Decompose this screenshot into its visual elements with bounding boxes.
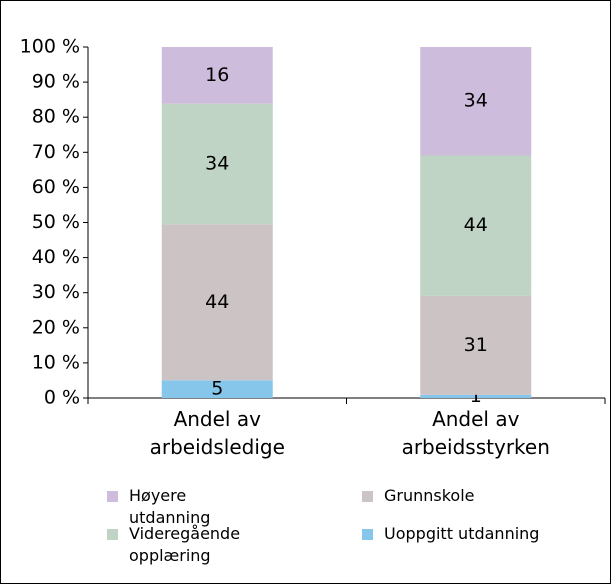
y-tick-label: 20 % (32, 316, 80, 338)
y-tick-label: 80 % (32, 106, 80, 128)
legend-swatch (107, 529, 118, 540)
y-tick-label: 60 % (32, 176, 80, 198)
data-label: 34 (464, 90, 488, 112)
bar-segment (420, 155, 532, 296)
legend-label: Grunnskole (384, 486, 475, 505)
y-tick-label: 100 % (20, 36, 80, 58)
bar-segment (161, 380, 273, 398)
data-label: 31 (464, 334, 488, 356)
legend-swatch (107, 491, 118, 502)
legend-label: Høyere utdanning (129, 486, 211, 527)
legend-label: Uoppgitt utdanning (384, 524, 540, 543)
y-tick-label: 70 % (32, 141, 80, 163)
y-tick-label: 50 % (32, 211, 80, 233)
bar-segment (161, 47, 273, 104)
x-tick-label: Andel av arbeidsledige (149, 407, 285, 459)
data-label: 16 (205, 64, 229, 86)
data-label: 44 (205, 291, 229, 313)
y-tick-label: 90 % (32, 71, 80, 93)
bar-segment (161, 103, 273, 225)
legend-label: Videregående opplæring (129, 524, 241, 565)
legend-swatch (362, 529, 373, 540)
legend-swatch (362, 491, 373, 502)
y-tick-label: 30 % (32, 281, 80, 303)
data-label: 34 (205, 153, 229, 175)
y-tick-label: 40 % (32, 246, 80, 268)
bar-segment (420, 47, 532, 156)
data-label: 5 (211, 378, 223, 400)
bar-segment (420, 394, 532, 398)
bar-segment (161, 224, 273, 381)
data-label: 44 (464, 214, 488, 236)
y-tick-label: 0 % (44, 387, 80, 409)
y-tick-label: 10 % (32, 351, 80, 373)
bar-segment (420, 295, 532, 395)
x-tick-label: Andel av arbeidsstyrken (401, 407, 550, 459)
